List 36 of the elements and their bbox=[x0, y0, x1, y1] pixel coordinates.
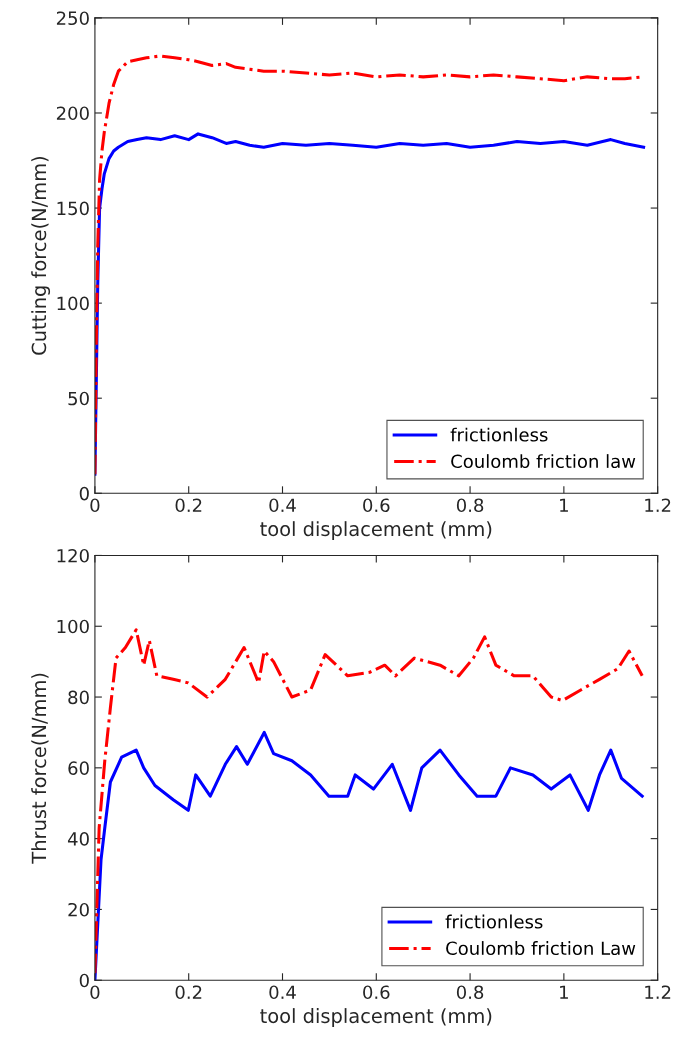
y-tick-label: 150 bbox=[57, 201, 89, 216]
y-tick-label: 40 bbox=[67, 832, 89, 846]
legend-label: frictionless bbox=[445, 914, 543, 929]
y-tick-label: 100 bbox=[57, 619, 89, 634]
x-tick-label: 1.2 bbox=[645, 985, 671, 999]
y-tick-label: 100 bbox=[57, 296, 89, 311]
y-axis-title: Thrust force(N/mm) bbox=[31, 673, 49, 864]
x-tick-label: 0.2 bbox=[175, 985, 202, 1000]
y-tick-label: 20 bbox=[68, 902, 89, 917]
y-tick-label: 120 bbox=[57, 548, 89, 563]
x-axis-title: tool displacement (mm) bbox=[260, 1008, 492, 1027]
x-tick-label: 1.2 bbox=[645, 498, 671, 512]
y-tick-label: 0 bbox=[79, 486, 89, 501]
line-series bbox=[94, 730, 644, 981]
y-tick-label: 200 bbox=[56, 106, 89, 121]
x-tick-label: 1 bbox=[560, 985, 568, 999]
legend-label: Coulomb friction law bbox=[451, 454, 636, 469]
x-tick-label: 0.2 bbox=[175, 498, 202, 513]
y-tick-label: 50 bbox=[68, 391, 89, 406]
y-tick-label: 250 bbox=[56, 11, 89, 26]
x-tick-label: 0.4 bbox=[269, 498, 296, 513]
x-axis-title: tool displacement (mm) bbox=[260, 521, 492, 540]
x-tick-label: 0.4 bbox=[269, 985, 296, 1000]
x-tick-label: 0.8 bbox=[456, 985, 484, 1000]
x-tick-label: 0 bbox=[90, 498, 100, 513]
x-tick-label: 1 bbox=[560, 498, 568, 512]
x-tick-label: 0 bbox=[90, 985, 100, 1000]
y-tick-label: 0 bbox=[79, 973, 89, 988]
y-axis-title: Cutting force(N/mm) bbox=[31, 157, 51, 355]
legend-label: frictionless bbox=[450, 427, 548, 442]
x-tick-label: 0.6 bbox=[363, 985, 390, 1000]
x-tick-label: 0.8 bbox=[456, 498, 484, 513]
y-tick-label: 80 bbox=[68, 690, 89, 705]
x-tick-label: 0.6 bbox=[363, 498, 390, 513]
y-tick-label: 60 bbox=[68, 761, 89, 775]
legend-label: Coulomb friction Law bbox=[446, 941, 636, 956]
